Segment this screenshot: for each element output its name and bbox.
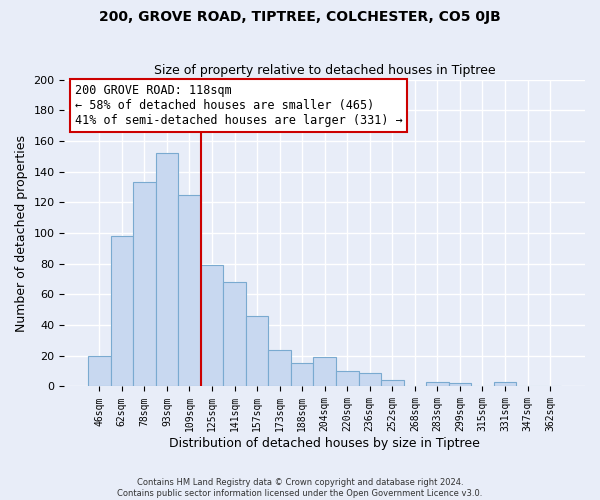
Bar: [494, 382, 516, 386]
Title: Size of property relative to detached houses in Tiptree: Size of property relative to detached ho…: [154, 64, 496, 77]
Bar: [268, 350, 291, 387]
Text: Contains HM Land Registry data © Crown copyright and database right 2024.
Contai: Contains HM Land Registry data © Crown c…: [118, 478, 482, 498]
Bar: [359, 372, 381, 386]
Bar: [313, 358, 336, 386]
Bar: [336, 371, 359, 386]
Bar: [155, 153, 178, 386]
Text: 200, GROVE ROAD, TIPTREE, COLCHESTER, CO5 0JB: 200, GROVE ROAD, TIPTREE, COLCHESTER, CO…: [99, 10, 501, 24]
Bar: [88, 356, 110, 386]
Bar: [426, 382, 449, 386]
Y-axis label: Number of detached properties: Number of detached properties: [15, 134, 28, 332]
Bar: [291, 364, 313, 386]
X-axis label: Distribution of detached houses by size in Tiptree: Distribution of detached houses by size …: [169, 437, 480, 450]
Bar: [133, 182, 155, 386]
Text: 200 GROVE ROAD: 118sqm
← 58% of detached houses are smaller (465)
41% of semi-de: 200 GROVE ROAD: 118sqm ← 58% of detached…: [75, 84, 403, 127]
Bar: [381, 380, 404, 386]
Bar: [110, 236, 133, 386]
Bar: [178, 194, 201, 386]
Bar: [201, 265, 223, 386]
Bar: [449, 384, 471, 386]
Bar: [223, 282, 246, 387]
Bar: [246, 316, 268, 386]
